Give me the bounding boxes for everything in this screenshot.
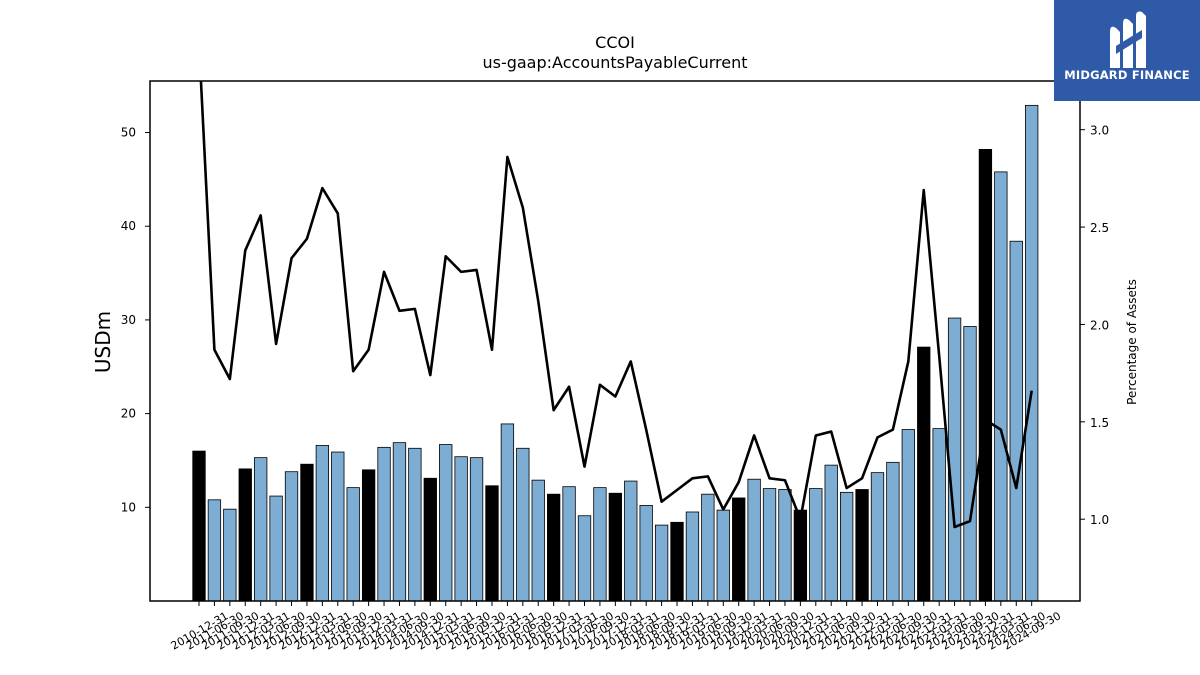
bar — [454, 456, 468, 602]
bar — [624, 480, 638, 602]
bar — [531, 479, 545, 602]
bar — [516, 447, 530, 602]
bar — [793, 509, 808, 602]
bar — [315, 445, 330, 602]
y-axis-right-label: Percentage of Assets — [1125, 279, 1139, 405]
bar — [963, 326, 977, 602]
bar — [654, 524, 669, 602]
bar — [685, 511, 700, 602]
bar — [577, 515, 592, 602]
y-tick-label: 40 — [121, 219, 136, 233]
bar — [377, 446, 391, 602]
bar — [839, 491, 854, 602]
y-tick-label: 50 — [121, 126, 136, 140]
y2-tick-label: 1.5 — [1090, 416, 1109, 430]
bar — [547, 493, 561, 602]
bar — [562, 486, 576, 602]
bar — [762, 488, 777, 602]
midgard-logo-icon — [1110, 11, 1146, 69]
bar — [238, 468, 252, 602]
bar — [331, 451, 345, 602]
y2-tick-label: 2.0 — [1090, 318, 1109, 332]
bar — [300, 463, 314, 602]
bar — [207, 499, 222, 602]
bar — [254, 457, 268, 602]
y-tick-label: 30 — [121, 313, 136, 327]
bar — [593, 487, 607, 602]
bar — [392, 442, 407, 602]
bar — [284, 471, 299, 602]
y-tick-label: 20 — [121, 407, 136, 421]
bar — [778, 489, 792, 602]
bar — [670, 521, 684, 602]
bar — [824, 464, 838, 602]
bar — [408, 447, 422, 602]
bar — [485, 485, 499, 602]
bar — [917, 346, 931, 602]
y2-tick-label: 2.5 — [1090, 221, 1109, 235]
bar — [269, 495, 283, 602]
bar — [1025, 104, 1039, 602]
bar — [732, 497, 746, 602]
y-axis-left-label: USDm — [91, 311, 115, 373]
bar — [361, 469, 376, 602]
bar — [223, 508, 237, 602]
bar — [747, 478, 761, 602]
brand-logo: MIDGARD FINANCE — [1054, 0, 1200, 101]
bar — [469, 457, 484, 602]
series-line — [199, 81, 1033, 529]
bar — [978, 148, 993, 602]
plot-area: 10203040501.01.52.02.53.02010-12-312011-… — [121, 80, 1109, 653]
bar — [994, 171, 1008, 602]
bar — [701, 493, 715, 602]
bar — [947, 317, 962, 602]
bar — [639, 505, 653, 602]
bar — [886, 461, 900, 602]
bar — [870, 472, 885, 602]
bar — [932, 428, 946, 602]
y-tick-label: 10 — [121, 500, 136, 514]
bar — [439, 444, 453, 602]
bar — [901, 429, 915, 602]
chart-subtitle: us-gaap:AccountsPayableCurrent — [482, 53, 747, 72]
bar — [346, 487, 360, 602]
bar — [716, 509, 730, 602]
brand-name: MIDGARD FINANCE — [1064, 68, 1190, 82]
bar — [500, 423, 515, 602]
y2-tick-label: 3.0 — [1090, 124, 1109, 138]
bar — [192, 450, 206, 602]
bar — [809, 488, 823, 602]
chart-title: CCOI — [595, 33, 635, 52]
bar — [608, 492, 622, 602]
y2-tick-label: 1.0 — [1090, 513, 1109, 527]
bar — [1009, 240, 1023, 602]
bar — [423, 477, 437, 602]
bar — [855, 489, 869, 602]
